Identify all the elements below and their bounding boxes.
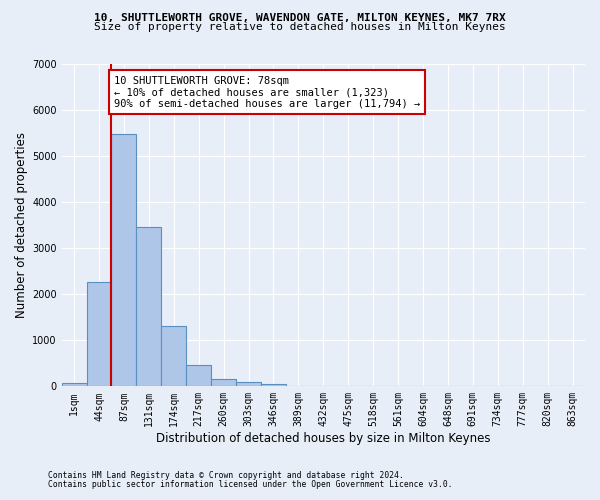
Bar <box>136 228 161 386</box>
Bar <box>261 384 286 386</box>
Bar <box>112 134 136 386</box>
Bar <box>186 365 211 386</box>
Bar <box>236 382 261 386</box>
Text: 10 SHUTTLEWORTH GROVE: 78sqm
← 10% of detached houses are smaller (1,323)
90% of: 10 SHUTTLEWORTH GROVE: 78sqm ← 10% of de… <box>114 76 420 108</box>
Text: Contains HM Land Registry data © Crown copyright and database right 2024.: Contains HM Land Registry data © Crown c… <box>48 471 404 480</box>
Text: Size of property relative to detached houses in Milton Keynes: Size of property relative to detached ho… <box>94 22 506 32</box>
Bar <box>161 326 186 386</box>
Bar <box>86 282 112 387</box>
Text: Contains public sector information licensed under the Open Government Licence v3: Contains public sector information licen… <box>48 480 452 489</box>
Y-axis label: Number of detached properties: Number of detached properties <box>15 132 28 318</box>
Bar <box>62 382 86 386</box>
Text: 10, SHUTTLEWORTH GROVE, WAVENDON GATE, MILTON KEYNES, MK7 7RX: 10, SHUTTLEWORTH GROVE, WAVENDON GATE, M… <box>94 12 506 22</box>
X-axis label: Distribution of detached houses by size in Milton Keynes: Distribution of detached houses by size … <box>156 432 491 445</box>
Bar <box>211 379 236 386</box>
